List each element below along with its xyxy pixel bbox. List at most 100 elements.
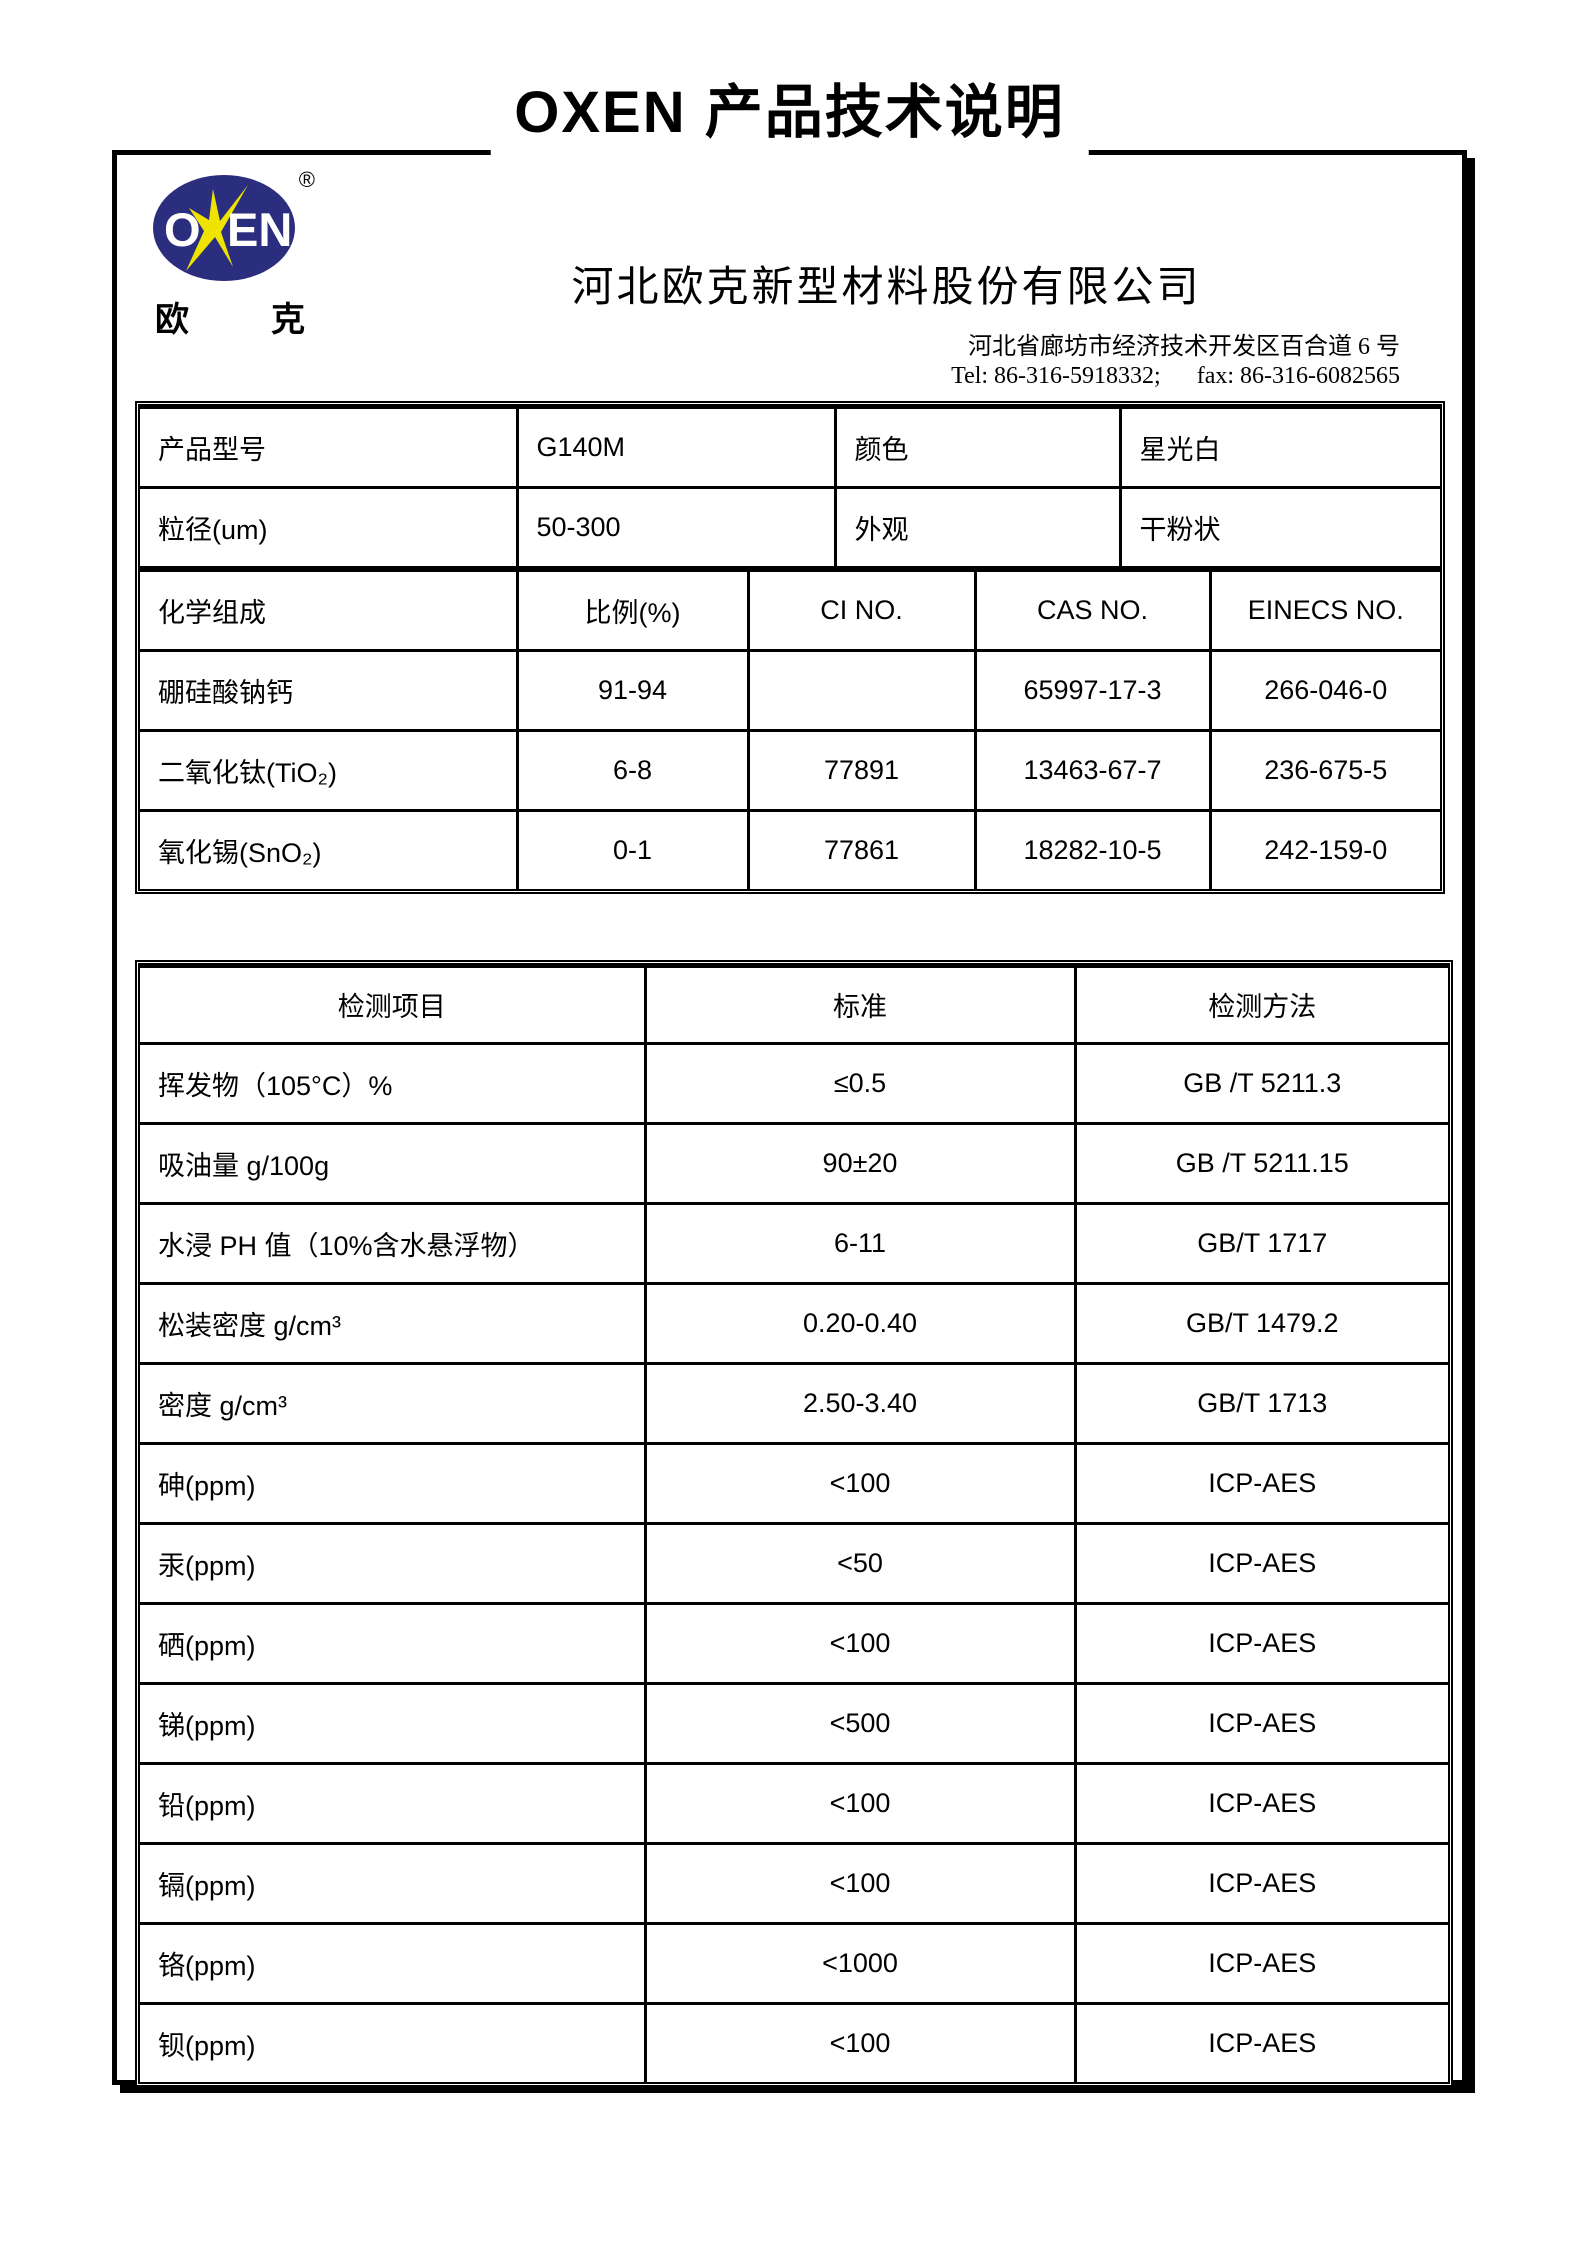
product-label: 外观 [833,485,1122,569]
company-logo: O EN ® 欧 克 [151,167,341,341]
table-row: 硒(ppm) <100 ICP-AES [140,1601,1448,1685]
company-name: 河北欧克新型材料股份有限公司 [571,265,1202,311]
table-row: 汞(ppm) <50 ICP-AES [140,1521,1448,1605]
standard-value: <100 [643,1601,1077,1685]
test-method: ICP-AES [1073,1681,1448,1765]
standard-value: <100 [643,1761,1077,1845]
component-name: 硼硅酸钠钙 [140,648,519,732]
column-header-test-item: 检测项目 [140,964,647,1045]
company-contact-block: 河北省廊坊市经济技术开发区百合道 6 号 Tel: 86-316-5918332… [117,333,1462,391]
product-value: 干粉状 [1118,485,1440,569]
oxen-logo-icon: O EN [153,175,295,281]
star-x-icon [186,185,248,271]
document-frame: OXEN 产品技术说明 O EN ® 欧 克 河北欧克新型材料股份有限公 [112,77,1467,2087]
column-header-einecs-no: EINECS NO. [1208,568,1440,652]
product-info-table: 产品型号 G140M 颜色 星光白 粒径(um) 50-300 外观 干粉状 [140,405,1440,569]
test-item: 镉(ppm) [140,1841,647,1925]
test-table-frame: 检测项目 标准 检测方法 挥发物（105°C）% ≤0.5 GB /T 5211.3… [135,959,1453,2087]
page-title: OXEN 产品技术说明 [490,77,1089,168]
standard-value: 90±20 [643,1121,1077,1205]
svg-text:EN: EN [227,203,292,256]
einecs-number: 236-675-5 [1208,728,1440,812]
table-row: 密度 g/cm³ 2.50-3.40 GB/T 1713 [140,1361,1448,1445]
test-method: GB/T 1479.2 [1073,1281,1448,1365]
test-method: ICP-AES [1073,1921,1448,2005]
table-row: 镉(ppm) <100 ICP-AES [140,1841,1448,1925]
ci-number: 77891 [746,728,977,812]
company-header: O EN ® 欧 克 河北欧克新型材料股份有限公司 [117,155,1462,341]
einecs-number: 266-046-0 [1208,648,1440,732]
logo-subtext: 欧 克 [151,288,311,341]
table-row: 砷(ppm) <100 ICP-AES [140,1441,1448,1525]
product-value: 50-300 [515,485,837,569]
oxen-logo: O EN ® [151,167,315,283]
table-row: 铅(ppm) <100 ICP-AES [140,1761,1448,1845]
test-item: 吸油量 g/100g [140,1121,647,1205]
product-label: 颜色 [833,405,1122,489]
test-header-row: 检测项目 标准 检测方法 [140,964,1448,1045]
ci-number [746,648,977,732]
svg-text:O: O [164,203,201,256]
product-label: 产品型号 [140,405,519,489]
test-method: ICP-AES [1073,1441,1448,1525]
test-item: 汞(ppm) [140,1521,647,1605]
product-value: G140M [515,405,837,489]
test-item: 砷(ppm) [140,1441,647,1525]
table-row: 吸油量 g/100g 90±20 GB /T 5211.15 [140,1121,1448,1205]
cas-number: 65997-17-3 [973,648,1212,732]
table-row: 铬(ppm) <1000 ICP-AES [140,1921,1448,2005]
column-header-composition: 化学组成 [140,568,519,652]
test-item: 钡(ppm) [140,2001,647,2082]
column-header-cas-no: CAS NO. [973,568,1212,652]
table-row: 粒径(um) 50-300 外观 干粉状 [140,485,1440,569]
table-row: 挥发物（105°C）% ≤0.5 GB /T 5211.3 [140,1041,1448,1125]
ratio-value: 0-1 [515,808,750,889]
table-row: 二氧化钛(TiO₂) 6-8 77891 13463-67-7 236-675-5 [140,728,1440,812]
column-header-standard: 标准 [643,964,1077,1045]
ratio-value: 6-8 [515,728,750,812]
cas-number: 13463-67-7 [973,728,1212,812]
test-method: GB /T 5211.15 [1073,1121,1448,1205]
component-name: 氧化锡(SnO₂) [140,808,519,889]
standard-value: 6-11 [643,1201,1077,1285]
test-method: GB /T 5211.3 [1073,1041,1448,1125]
test-item: 硒(ppm) [140,1601,647,1685]
standard-value: <50 [643,1521,1077,1605]
table-row: 产品型号 G140M 颜色 星光白 [140,405,1440,489]
test-method: GB/T 1713 [1073,1361,1448,1445]
test-item: 锑(ppm) [140,1681,647,1765]
test-item: 松装密度 g/cm³ [140,1281,647,1365]
table-row: 硼硅酸钠钙 91-94 65997-17-3 266-046-0 [140,648,1440,732]
test-item: 铅(ppm) [140,1761,647,1845]
test-method: ICP-AES [1073,1521,1448,1605]
company-phone-fax: Tel: 86-316-5918332; fax: 86-316-6082565 [951,362,1400,389]
cas-number: 18282-10-5 [973,808,1212,889]
standard-value: <100 [643,2001,1077,2082]
company-address: 河北省廊坊市经济技术开发区百合道 6 号 [968,334,1400,360]
einecs-number: 242-159-0 [1208,808,1440,889]
test-item: 铬(ppm) [140,1921,647,2005]
test-table: 检测项目 标准 检测方法 挥发物（105°C）% ≤0.5 GB /T 5211.3… [140,964,1448,2082]
product-label: 粒径(um) [140,485,519,569]
test-method: ICP-AES [1073,1841,1448,1925]
test-method: ICP-AES [1073,2001,1448,2082]
ratio-value: 91-94 [515,648,750,732]
logo-subtext-right: 克 [271,301,305,339]
table-row: 锑(ppm) <500 ICP-AES [140,1681,1448,1765]
logo-subtext-left: 欧 [155,301,189,339]
product-spec-table-frame: 产品型号 G140M 颜色 星光白 粒径(um) 50-300 外观 干粉状 化学组成 比例(… [135,400,1445,894]
standard-value: 0.20-0.40 [643,1281,1077,1365]
column-header-ratio: 比例(%) [515,568,750,652]
standard-value: <500 [643,1681,1077,1765]
column-header-ci-no: CI NO. [746,568,977,652]
standard-value: ≤0.5 [643,1041,1077,1125]
test-method: GB/T 1717 [1073,1201,1448,1285]
standard-value: <100 [643,1841,1077,1925]
test-method: ICP-AES [1073,1761,1448,1845]
test-item: 水浸 PH 值（10%含水悬浮物） [140,1201,647,1285]
standard-value: 2.50-3.40 [643,1361,1077,1445]
composition-table: 化学组成 比例(%) CI NO. CAS NO. EINECS NO. 硼硅酸… [140,568,1440,889]
column-header-test-method: 检测方法 [1073,964,1448,1045]
table-row: 氧化锡(SnO₂) 0-1 77861 18282-10-5 242-159-0 [140,808,1440,889]
